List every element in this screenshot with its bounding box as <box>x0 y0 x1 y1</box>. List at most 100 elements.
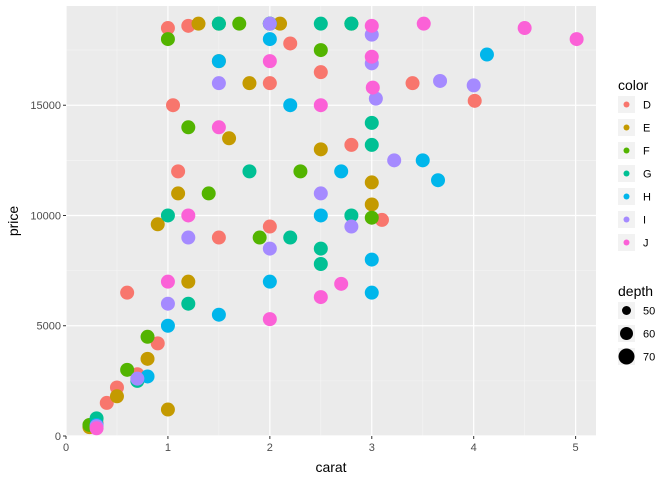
data-point <box>313 241 328 256</box>
data-point <box>517 21 532 36</box>
data-point <box>181 208 196 223</box>
legend-label: 50 <box>643 306 655 318</box>
legend-swatch <box>623 147 630 154</box>
data-point <box>211 76 226 91</box>
data-point <box>387 153 402 168</box>
data-point <box>181 274 196 289</box>
data-point <box>160 274 175 289</box>
data-point <box>242 164 257 179</box>
data-point <box>334 164 349 179</box>
data-point <box>344 208 359 223</box>
data-point <box>232 16 247 31</box>
data-point <box>160 296 175 311</box>
data-point <box>262 76 277 91</box>
data-point <box>262 241 277 256</box>
data-point <box>313 257 328 271</box>
data-point <box>431 173 446 188</box>
data-point <box>181 296 196 311</box>
size-legend: depth 50 60 70 <box>618 283 655 365</box>
data-point <box>273 16 288 31</box>
data-point <box>150 217 165 232</box>
data-point <box>262 274 277 289</box>
data-point <box>313 290 328 305</box>
data-point <box>313 186 328 201</box>
legend-swatch <box>623 124 630 131</box>
data-point <box>368 91 383 106</box>
data-point <box>569 32 584 47</box>
data-point <box>283 36 298 51</box>
color-legend-title: color <box>618 77 649 93</box>
data-point <box>467 93 482 108</box>
data-point <box>313 142 328 157</box>
y-tick-label: 15000 <box>30 100 61 112</box>
data-point <box>416 16 431 31</box>
x-tick-label: 5 <box>573 442 579 454</box>
x-tick-label: 0 <box>63 442 69 454</box>
data-point <box>364 210 379 225</box>
legend-swatch <box>623 239 630 246</box>
x-tick-label: 4 <box>471 442 477 454</box>
data-point <box>191 16 206 31</box>
data-point <box>415 153 430 168</box>
x-axis-title: carat <box>315 459 346 475</box>
data-point <box>262 32 277 47</box>
legend-swatch <box>623 193 630 200</box>
data-point <box>313 65 328 80</box>
data-point <box>140 351 155 366</box>
data-point <box>262 219 277 234</box>
data-point <box>364 252 379 267</box>
y-tick-label: 5000 <box>37 321 61 333</box>
legend-label: J <box>643 238 649 250</box>
data-point <box>334 276 349 291</box>
data-point <box>160 32 175 47</box>
data-point <box>344 137 359 152</box>
x-tick-label: 2 <box>267 442 273 454</box>
data-point <box>130 371 145 386</box>
data-point <box>283 230 298 245</box>
data-point <box>365 80 380 95</box>
data-point <box>201 186 216 201</box>
data-point <box>313 98 328 113</box>
legend-label: 60 <box>643 329 655 341</box>
data-point <box>242 76 257 91</box>
legend-label: 70 <box>643 352 655 364</box>
data-point <box>252 230 267 245</box>
data-point <box>313 208 328 223</box>
data-point <box>120 362 135 377</box>
data-point <box>166 98 181 113</box>
data-point <box>293 164 308 179</box>
x-axis: 0 1 2 3 4 5 <box>63 436 579 454</box>
data-point <box>211 16 226 31</box>
data-point <box>262 16 277 31</box>
y-axis: 0 5000 10000 15000 <box>30 100 66 443</box>
data-point <box>364 197 379 212</box>
data-point <box>211 230 226 245</box>
data-point <box>364 115 379 130</box>
data-point <box>89 421 104 436</box>
legend-label: I <box>643 215 646 227</box>
data-point <box>171 164 186 179</box>
size-legend-title: depth <box>618 283 653 299</box>
data-point <box>262 312 277 327</box>
data-point <box>150 336 165 351</box>
data-point <box>160 402 175 417</box>
data-point <box>364 285 379 300</box>
x-tick-label: 1 <box>165 442 171 454</box>
data-point <box>181 230 196 245</box>
data-point <box>222 131 237 146</box>
legend-swatch <box>623 101 630 108</box>
data-point <box>364 137 379 152</box>
data-point <box>405 76 420 91</box>
data-point <box>160 21 175 36</box>
legend-swatch <box>623 216 630 223</box>
legend-label: E <box>643 123 650 135</box>
data-point <box>313 16 328 31</box>
data-point <box>262 54 277 69</box>
data-point <box>344 16 359 31</box>
x-tick-label: 3 <box>369 442 375 454</box>
y-tick-label: 10000 <box>30 210 61 222</box>
data-point <box>433 73 448 88</box>
data-point <box>120 285 135 300</box>
data-point <box>211 120 226 135</box>
